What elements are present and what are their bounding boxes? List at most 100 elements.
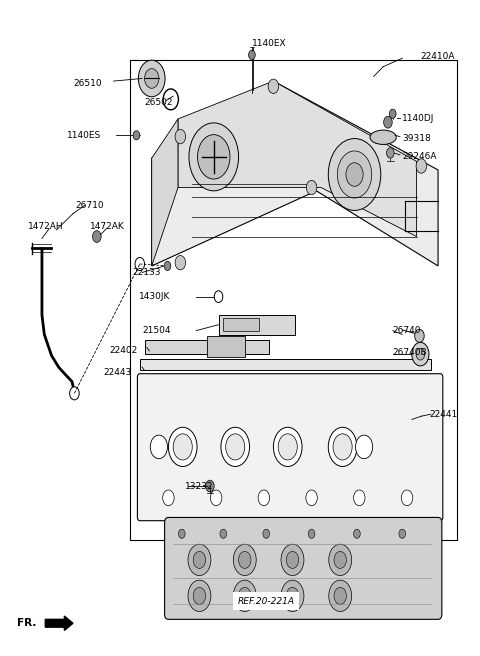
Bar xyxy=(140,359,431,371)
Text: 22410A: 22410A xyxy=(420,52,455,62)
Circle shape xyxy=(70,387,79,400)
Circle shape xyxy=(416,159,427,173)
Circle shape xyxy=(226,434,245,460)
Circle shape xyxy=(258,490,270,506)
Circle shape xyxy=(249,51,255,60)
Circle shape xyxy=(175,129,186,144)
Text: 39318: 39318 xyxy=(402,134,431,143)
Circle shape xyxy=(163,490,174,506)
Text: 26510: 26510 xyxy=(73,79,102,87)
Circle shape xyxy=(193,587,205,604)
Circle shape xyxy=(233,580,256,611)
Text: 22443: 22443 xyxy=(103,368,131,377)
Circle shape xyxy=(308,529,315,539)
Circle shape xyxy=(354,490,365,506)
Circle shape xyxy=(188,580,211,611)
Circle shape xyxy=(173,434,192,460)
Circle shape xyxy=(278,434,297,460)
Circle shape xyxy=(189,123,239,191)
Circle shape xyxy=(389,109,396,118)
Circle shape xyxy=(233,544,256,575)
Circle shape xyxy=(268,79,279,94)
Circle shape xyxy=(306,180,317,195)
Circle shape xyxy=(198,134,230,179)
Circle shape xyxy=(221,427,250,466)
Circle shape xyxy=(135,257,144,270)
Bar xyxy=(144,340,269,354)
Text: 1472AK: 1472AK xyxy=(90,222,124,232)
Circle shape xyxy=(329,544,352,575)
Text: 1140ES: 1140ES xyxy=(67,131,102,140)
Circle shape xyxy=(281,580,304,611)
Circle shape xyxy=(138,60,165,96)
Circle shape xyxy=(286,552,299,568)
Text: 1472AH: 1472AH xyxy=(28,222,63,232)
Circle shape xyxy=(401,490,413,506)
Circle shape xyxy=(188,544,211,575)
Circle shape xyxy=(386,148,394,158)
Text: 1140EX: 1140EX xyxy=(252,39,287,49)
Polygon shape xyxy=(178,81,417,237)
Circle shape xyxy=(356,435,372,459)
FancyBboxPatch shape xyxy=(137,374,443,521)
Circle shape xyxy=(333,434,352,460)
Polygon shape xyxy=(152,81,438,266)
Circle shape xyxy=(306,490,317,506)
Circle shape xyxy=(274,427,302,466)
Circle shape xyxy=(286,587,299,604)
Circle shape xyxy=(133,131,140,140)
Text: 1140DJ: 1140DJ xyxy=(402,114,434,123)
Circle shape xyxy=(328,138,381,211)
Circle shape xyxy=(214,291,223,302)
Text: 1430JK: 1430JK xyxy=(139,292,171,301)
Bar xyxy=(223,318,259,331)
Circle shape xyxy=(144,69,159,89)
Bar xyxy=(130,60,457,541)
FancyArrow shape xyxy=(45,616,73,630)
Text: 13232: 13232 xyxy=(185,482,214,491)
Circle shape xyxy=(384,116,392,128)
Circle shape xyxy=(168,427,197,466)
Text: 22402: 22402 xyxy=(109,346,137,356)
Circle shape xyxy=(328,427,357,466)
Circle shape xyxy=(175,255,186,270)
Circle shape xyxy=(399,529,406,539)
Circle shape xyxy=(412,342,429,366)
Circle shape xyxy=(163,89,179,110)
Circle shape xyxy=(281,544,304,575)
Text: 22441: 22441 xyxy=(429,410,457,419)
Circle shape xyxy=(346,163,363,186)
Text: 26710: 26710 xyxy=(75,201,104,210)
Circle shape xyxy=(150,435,168,459)
Circle shape xyxy=(263,529,270,539)
Circle shape xyxy=(193,552,205,568)
Circle shape xyxy=(210,490,222,506)
Text: FR.: FR. xyxy=(17,618,36,628)
Circle shape xyxy=(416,348,425,360)
Circle shape xyxy=(334,552,347,568)
Circle shape xyxy=(239,552,251,568)
Circle shape xyxy=(337,151,372,198)
FancyBboxPatch shape xyxy=(165,518,442,619)
Circle shape xyxy=(93,231,101,243)
Text: 29246A: 29246A xyxy=(402,152,437,161)
Circle shape xyxy=(164,261,171,270)
Text: 26502: 26502 xyxy=(144,98,173,107)
Text: 21504: 21504 xyxy=(142,326,171,335)
Circle shape xyxy=(329,580,352,611)
Text: 26740B: 26740B xyxy=(393,348,427,358)
Bar xyxy=(206,337,245,358)
Bar xyxy=(218,315,295,335)
Circle shape xyxy=(220,529,227,539)
Circle shape xyxy=(239,587,251,604)
Ellipse shape xyxy=(370,130,396,144)
Text: 22133: 22133 xyxy=(132,268,161,277)
Circle shape xyxy=(354,529,360,539)
Circle shape xyxy=(179,529,185,539)
Text: REF.20-221A: REF.20-221A xyxy=(238,596,295,605)
Circle shape xyxy=(334,587,347,604)
Circle shape xyxy=(205,480,214,492)
Text: 26740: 26740 xyxy=(393,326,421,335)
Polygon shape xyxy=(152,119,178,266)
Circle shape xyxy=(415,329,424,342)
